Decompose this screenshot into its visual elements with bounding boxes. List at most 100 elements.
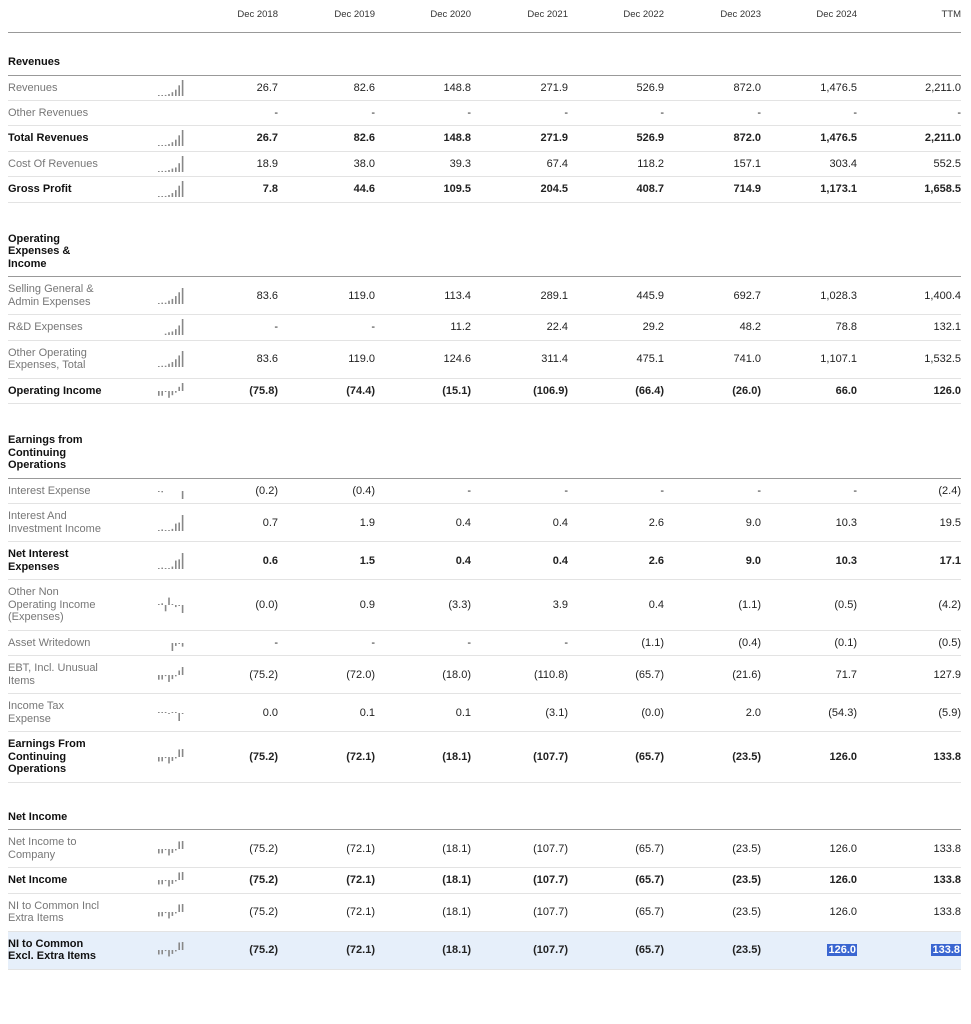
cell-value: (5.9) — [881, 707, 961, 719]
sparkline-chart[interactable] — [154, 597, 186, 613]
cell-value: 552.5 — [881, 158, 961, 170]
cell-value-text: (72.1) — [346, 842, 375, 855]
cell-value-text: - — [564, 636, 568, 649]
row-label: Selling General & Admin Expenses — [8, 283, 94, 308]
cell-value: 26.7 — [198, 82, 278, 94]
sparkline-chart[interactable] — [154, 635, 186, 651]
row-label: Total Revenues — [8, 132, 89, 144]
sparkline-chart[interactable] — [154, 287, 186, 304]
cell-value: (72.0) — [295, 669, 375, 681]
cell-value-text: 109.5 — [443, 183, 471, 196]
cell-value-text: 872.0 — [733, 132, 761, 145]
sparkline-chart[interactable] — [154, 319, 186, 336]
table-row: Interest And Investment Income 0.7 1.9 0.4 0… — [8, 504, 961, 542]
sparkline-bar — [158, 490, 160, 492]
sparkline-chart[interactable] — [154, 483, 186, 499]
cell-value-text: (75.2) — [249, 842, 278, 855]
sparkline-chart[interactable] — [154, 840, 186, 857]
cell-value-text: 133.8 — [933, 906, 961, 918]
column-header-ttm[interactable]: TTM — [941, 9, 961, 20]
sparkline-chart[interactable] — [154, 748, 186, 765]
sparkline-chart[interactable] — [154, 382, 186, 399]
column-header-dec-2018[interactable]: Dec 2018 — [237, 9, 278, 20]
sparkline-bar — [168, 300, 170, 304]
sparkline-bar — [181, 181, 184, 198]
sparkline-bar — [175, 359, 177, 367]
cell-value: 0.7 — [198, 517, 278, 529]
cell-value: 133.8 — [881, 751, 961, 763]
column-header-dec-2020[interactable]: Dec 2020 — [430, 9, 471, 20]
sparkline-bar — [158, 912, 160, 917]
sparkline-bar — [164, 567, 167, 569]
sparkline-chart[interactable] — [154, 666, 186, 683]
sparkline-chart[interactable] — [154, 181, 186, 198]
table-row: Selling General & Admin Expenses 83.6 119.… — [8, 277, 961, 315]
sparkline-chart[interactable] — [154, 155, 186, 172]
column-header-dec-2022[interactable]: Dec 2022 — [623, 9, 664, 20]
sparkline-chart[interactable] — [154, 872, 186, 888]
sparkline-bar — [181, 130, 184, 147]
sparkline-bar — [161, 528, 163, 531]
sparkline-bar — [171, 91, 174, 96]
cell-value: (1.1) — [681, 599, 761, 611]
cell-value-text: (75.2) — [249, 750, 278, 763]
column-header-dec-2023[interactable]: Dec 2023 — [720, 9, 761, 20]
sparkline-bar — [171, 912, 174, 916]
cell-value-text: - — [371, 636, 375, 649]
sparkline-bar — [161, 912, 163, 917]
table-row: Revenues 26.7 82.6 148.8 271.9 526.9 872.0 1,47… — [8, 76, 961, 101]
cell-value: (23.5) — [681, 906, 761, 918]
sparkline-chart[interactable] — [154, 942, 186, 958]
cell-value: 71.7 — [777, 669, 857, 681]
cell-value-text: 3.9 — [552, 598, 568, 611]
column-header-dec-2021[interactable]: Dec 2021 — [527, 9, 568, 20]
cell-value: (65.7) — [584, 751, 664, 763]
cell-value: (0.1) — [777, 637, 857, 649]
cell-value: - — [681, 107, 761, 119]
cell-value: 119.0 — [295, 290, 375, 302]
cell-value: 148.8 — [391, 132, 471, 144]
sparkline-bar — [158, 390, 160, 396]
column-header-dec-2024[interactable]: Dec 2024 — [816, 9, 857, 20]
cell-value-text: 1,476.5 — [820, 81, 857, 94]
cell-value: - — [881, 107, 961, 119]
cell-value: (18.1) — [391, 906, 471, 918]
cell-value-text: (65.7) — [635, 906, 664, 918]
table-row: NI to Common Incl Extra Items (75.2) (72.1… — [8, 894, 961, 932]
cell-value-text: (21.6) — [732, 668, 761, 681]
sparkline-chart[interactable] — [154, 705, 186, 721]
cell-value: 133.8 — [881, 906, 961, 918]
cell-value-text: 126.0 — [933, 384, 961, 397]
sparkline-chart[interactable] — [154, 79, 186, 96]
sparkline-chart[interactable] — [154, 351, 186, 367]
cell-value: 119.0 — [295, 353, 375, 365]
sparkline-bar — [178, 558, 180, 569]
table-row: Asset Writedown - - - - (1.1) (0.4) (0.1) (0.5) — [8, 631, 961, 656]
sparkline-bar — [168, 950, 170, 957]
sparkline-chart[interactable] — [154, 130, 186, 147]
cell-value: 2,211.0 — [881, 132, 961, 144]
column-header-dec-2019[interactable]: Dec 2019 — [334, 9, 375, 20]
sparkline-bar — [164, 604, 167, 612]
table-row: Other Non Operating Income (Expenses) (0.… — [8, 580, 961, 631]
cell-value: - — [488, 107, 568, 119]
sparkline-bar — [175, 329, 177, 336]
sparkline-chart[interactable] — [154, 514, 186, 531]
cell-value: 0.4 — [488, 517, 568, 529]
cell-value-text: 26.7 — [256, 81, 278, 94]
cell-value-text: (18.1) — [442, 750, 471, 763]
cell-value: 872.0 — [681, 82, 761, 94]
sparkline-chart[interactable] — [154, 904, 186, 920]
sparkline-chart[interactable] — [154, 552, 186, 569]
cell-value-text: 2.6 — [648, 516, 664, 529]
cell-value: 157.1 — [681, 158, 761, 170]
cell-value-text: - — [564, 484, 568, 497]
cell-value: (107.7) — [488, 874, 568, 886]
row-label: Earnings From Continuing Operations — [8, 738, 86, 775]
cell-value-text: (66.4) — [635, 384, 664, 397]
cell-value-text: (72.1) — [346, 906, 375, 918]
cell-value: - — [391, 637, 471, 649]
cell-value-text: 0.4 — [552, 554, 568, 567]
cell-value: 1,028.3 — [777, 290, 857, 302]
cell-value-text: 18.9 — [256, 157, 278, 170]
